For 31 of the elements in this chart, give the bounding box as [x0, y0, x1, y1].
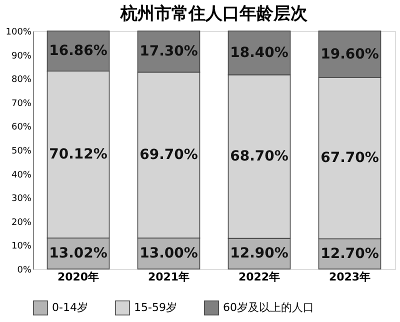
x-tick-label: 2023年: [328, 270, 371, 284]
data-label: 70.12%: [49, 146, 108, 163]
x-tick-label: 2020年: [57, 270, 100, 284]
legend-label: 0-14岁: [52, 300, 88, 314]
y-tick-label: 100%: [6, 28, 32, 38]
data-label: 19.60%: [320, 46, 379, 62]
y-tick-label: 90%: [11, 51, 32, 62]
y-tick-label: 0%: [17, 266, 32, 276]
data-label: 69.70%: [140, 147, 198, 164]
y-tick-label: 80%: [11, 75, 32, 86]
data-label: 12.90%: [230, 246, 288, 262]
data-label: 68.70%: [230, 148, 288, 165]
y-tick-label: 70%: [11, 98, 32, 109]
chart-title: 杭州市常住人口年龄层次: [120, 4, 308, 24]
legend-label: 15-59岁: [134, 300, 177, 314]
data-label: 13.00%: [140, 246, 198, 262]
y-tick-label: 10%: [11, 242, 32, 252]
x-tick-label: 2022年: [238, 270, 280, 284]
y-tick-label: 40%: [11, 170, 32, 180]
legend-label: 60岁及以上的人口: [223, 300, 314, 314]
data-label: 17.30%: [140, 44, 198, 60]
data-label: 13.02%: [49, 246, 108, 262]
y-tick-label: 20%: [11, 218, 32, 228]
x-tick-label: 2021年: [148, 270, 190, 284]
y-tick-label: 30%: [11, 194, 32, 204]
data-label: 18.40%: [230, 44, 288, 61]
y-tick-label: 50%: [11, 146, 32, 156]
y-tick-label: 60%: [11, 122, 32, 133]
data-label: 12.70%: [320, 246, 379, 262]
data-label: 16.86%: [49, 43, 108, 60]
data-label: 67.70%: [320, 150, 379, 166]
